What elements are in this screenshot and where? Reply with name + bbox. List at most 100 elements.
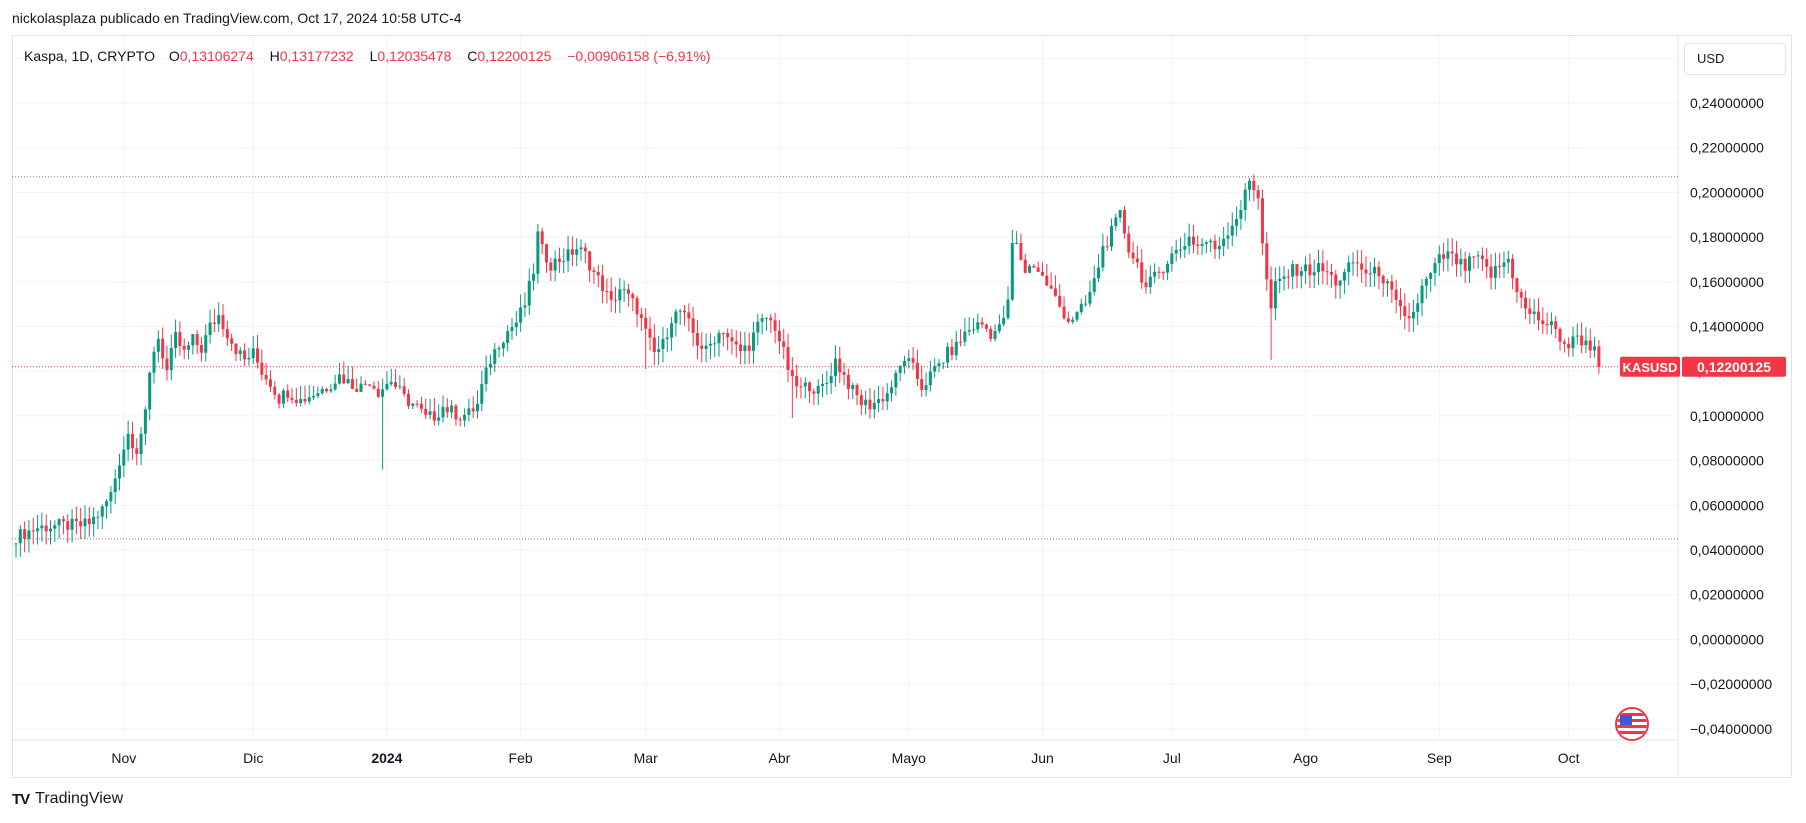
candle-body — [1097, 267, 1101, 279]
candle-body — [877, 399, 881, 403]
candle-body — [488, 363, 492, 368]
candle-body — [1252, 180, 1256, 191]
candle-body — [799, 386, 803, 388]
candle-body — [1191, 236, 1195, 245]
x-tick-label: Sep — [1427, 750, 1452, 766]
candle-body — [1101, 246, 1105, 268]
candle-body — [445, 407, 449, 413]
candle-body — [730, 337, 734, 342]
us-flag-icon[interactable] — [1615, 707, 1649, 741]
candle-body — [747, 345, 751, 351]
candle-body — [419, 403, 423, 409]
candle-body — [980, 322, 984, 325]
candle-body — [527, 280, 531, 306]
candle-body — [148, 372, 152, 410]
candle-body — [510, 327, 514, 332]
candle-body — [225, 329, 229, 339]
candle-body — [126, 433, 130, 450]
candle-body — [359, 383, 363, 392]
candle-body — [260, 362, 264, 375]
publisher-caption: nickolasplaza publicado en TradingView.c… — [12, 10, 462, 26]
candle-body — [31, 530, 35, 532]
candle-body — [575, 249, 579, 255]
x-tick-label: Ago — [1293, 750, 1318, 766]
candle-body — [441, 407, 445, 418]
candle-body — [609, 291, 613, 300]
candle-body — [83, 518, 87, 527]
candle-body — [368, 384, 372, 386]
candle-body — [829, 376, 833, 383]
legend-high-value: 0,13177232 — [279, 48, 354, 64]
candle-body — [601, 275, 605, 292]
candle-body — [808, 382, 812, 392]
candle-body — [635, 298, 639, 315]
candle-body — [959, 341, 963, 343]
candle-body — [1355, 262, 1359, 264]
footer-brand-name: TradingView — [35, 790, 124, 807]
candle-body — [588, 251, 592, 271]
candle-body — [1269, 279, 1273, 309]
candle-body — [286, 390, 290, 398]
tradingview-logo-icon: TV — [12, 790, 30, 808]
candle-body — [721, 333, 725, 335]
candle-body — [174, 332, 178, 349]
candle-body — [307, 397, 311, 402]
candle-body — [786, 347, 790, 370]
candle-body — [950, 346, 954, 356]
candle-body — [691, 318, 695, 333]
candle-body — [303, 398, 307, 402]
candle-body — [657, 349, 661, 353]
candle-body — [773, 320, 777, 331]
chart-frame — [12, 35, 1792, 778]
x-tick-label: Mar — [634, 750, 658, 766]
candle-body — [1360, 263, 1364, 270]
candle-body — [312, 395, 316, 398]
candle-body — [665, 337, 669, 339]
candle-body — [48, 528, 53, 532]
candle-body — [1304, 264, 1308, 272]
candle-body — [96, 516, 100, 518]
candle-body — [191, 334, 195, 346]
candle-body — [1364, 269, 1368, 274]
candle-body — [316, 393, 320, 396]
candle-body — [1148, 276, 1152, 288]
candle-body — [350, 379, 354, 389]
candle-body — [1131, 252, 1135, 259]
candle-body — [113, 478, 117, 493]
candle-body — [532, 273, 536, 281]
candle-body — [398, 386, 402, 388]
candle-body — [376, 388, 380, 397]
candle-body — [993, 331, 997, 339]
candle-body — [1178, 249, 1183, 251]
candle-body — [782, 341, 786, 348]
footer-brand[interactable]: TV TradingView — [12, 790, 123, 808]
candle-body — [264, 374, 268, 380]
candle-body — [1467, 256, 1471, 271]
candle-body — [1109, 226, 1114, 247]
candle-body — [1062, 306, 1066, 319]
symbol-tag-label: KASUSD — [1623, 360, 1678, 375]
candle-body — [1217, 246, 1221, 250]
candle-body — [156, 338, 160, 352]
candle-body — [562, 261, 566, 263]
candle-body — [1308, 264, 1312, 276]
candle-body — [523, 305, 527, 308]
candle-body — [1549, 321, 1553, 326]
candle-body — [626, 289, 630, 294]
candle-body — [1187, 236, 1191, 247]
candle-body — [743, 345, 747, 352]
candle-body — [1312, 272, 1316, 276]
candle-body — [1144, 282, 1148, 288]
candle-body — [1079, 303, 1083, 313]
candle-body — [622, 289, 626, 291]
symbol-price-tag — [1620, 356, 1680, 377]
candle-body — [1377, 266, 1381, 277]
candle-body — [941, 362, 945, 364]
candle-body — [204, 335, 208, 353]
candle-body — [1416, 303, 1420, 312]
candle-body — [1403, 306, 1407, 317]
candle-body — [178, 332, 182, 346]
currency-button[interactable]: USD — [1684, 43, 1786, 75]
candle-body — [933, 366, 937, 372]
